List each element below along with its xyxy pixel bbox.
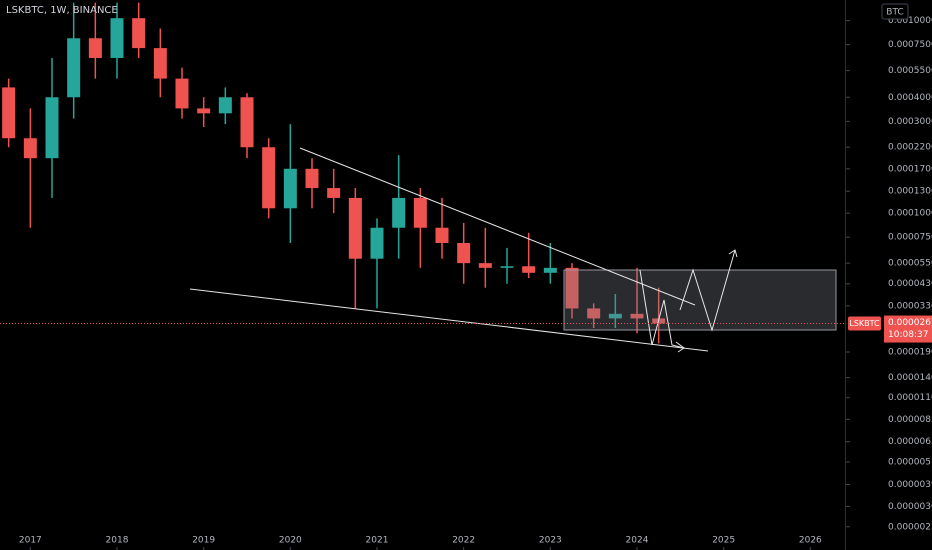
- candle-body: [457, 242, 471, 264]
- y-tick-label: 0.00055000: [888, 66, 932, 76]
- projection-path: [679, 249, 736, 332]
- y-tick-label: 0.00001100: [888, 393, 932, 403]
- drawings: [189, 147, 837, 353]
- candle-body: [348, 197, 362, 259]
- lower-trend-line: [189, 288, 709, 352]
- candle-body: [283, 168, 297, 209]
- last-price-label: 0.00002671: [888, 318, 932, 328]
- price-tag: [884, 315, 932, 343]
- y-tick-label: 0.00003300: [888, 301, 932, 311]
- y-tick-label: 0.00004300: [888, 279, 932, 289]
- y-tick-label: 0.00010000: [888, 209, 932, 219]
- candle-body: [23, 138, 37, 159]
- x-tick-label: 2020: [279, 536, 302, 546]
- candle-body: [630, 313, 644, 319]
- candle-body: [153, 48, 167, 79]
- range-box: [563, 269, 837, 331]
- currency-button[interactable]: [881, 3, 909, 20]
- y-tick-label: 0.00000235: [888, 522, 932, 532]
- y-tick-label: 0.00017000: [888, 164, 932, 174]
- plot-area: [2, 2, 666, 344]
- candle-body: [608, 313, 622, 319]
- candle-body: [45, 97, 59, 159]
- symbol-tag: [848, 316, 881, 331]
- x-tick-label: 2018: [106, 536, 129, 546]
- last-price: LSKBTC 0.00002671 10:08:37: [0, 315, 932, 343]
- y-tick-label: 0.00013000: [888, 187, 932, 197]
- y-tick-label: 0.00040000: [888, 93, 932, 103]
- candle-body: [262, 147, 276, 209]
- y-tick-label: 0.00022000: [888, 143, 932, 153]
- y-tick-label: 0.00000510: [888, 457, 932, 467]
- candle-body: [132, 18, 146, 49]
- candle-body: [110, 18, 124, 58]
- x-tick-label: 2025: [712, 536, 735, 546]
- x-tick-label: 2024: [626, 536, 649, 546]
- y-tick-label: 0.00000300: [888, 502, 932, 512]
- y-tick-label: 0.00030000: [888, 117, 932, 127]
- candle-body: [327, 188, 341, 198]
- currency-label[interactable]: BTC: [886, 8, 903, 18]
- candle-body: [88, 38, 102, 58]
- x-tick-label: 2023: [539, 536, 562, 546]
- projection-arrow-head: [675, 341, 685, 353]
- x-tick-label: 2022: [452, 536, 475, 546]
- price-axis: 0.00100000 0.00075000 0.00055000 0.00040000…: [846, 16, 932, 532]
- y-tick-label: 0.00000650: [888, 437, 932, 447]
- y-tick-label: 0.00000850: [888, 415, 932, 425]
- x-tick-label: 2017: [19, 536, 42, 546]
- candle-body: [543, 267, 557, 273]
- candle-body: [478, 263, 492, 268]
- candle-body: [587, 308, 601, 319]
- candle-body: [413, 197, 427, 228]
- y-tick-label: 0.00007500: [888, 233, 932, 243]
- y-tick-label: 0.00000390: [888, 480, 932, 490]
- x-tick-label: 2026: [799, 536, 822, 546]
- y-tick-label: 0.00001400: [888, 373, 932, 383]
- upper-trend-line: [299, 147, 696, 306]
- y-tick-label: 0.00100000: [888, 16, 932, 26]
- chart-title: LSKBTC, 1W, BINANCE: [6, 5, 118, 16]
- y-tick-label: 0.00005500: [888, 259, 932, 269]
- candle-body: [218, 97, 232, 114]
- candle-body: [305, 168, 319, 189]
- projection-arrow-head: [728, 249, 738, 258]
- x-tick-label: 2019: [192, 536, 215, 546]
- x-tick-label: 2021: [366, 536, 389, 546]
- price-axis-panel: [845, 0, 932, 550]
- candle-body: [2, 87, 16, 139]
- candle-body: [392, 197, 406, 228]
- symbol-label: LSKBTC: [849, 319, 880, 328]
- projection-path: [639, 269, 685, 349]
- candle-body: [175, 78, 189, 109]
- candle-body: [370, 227, 384, 259]
- candle-body: [522, 266, 536, 273]
- candle-body: [197, 108, 211, 114]
- candle-body: [500, 266, 514, 268]
- candle-body: [565, 267, 579, 309]
- candle-body: [67, 38, 81, 98]
- candle-body: [240, 97, 254, 148]
- y-tick-label: 0.00001900: [888, 348, 932, 358]
- candle-body: [435, 227, 449, 243]
- y-tick-label: 0.00075000: [888, 40, 932, 50]
- time-axis: 2017 2018 2019 2020 2021 2022 2023 2024 2025 2026: [19, 536, 822, 550]
- countdown-label: 10:08:37: [888, 330, 928, 340]
